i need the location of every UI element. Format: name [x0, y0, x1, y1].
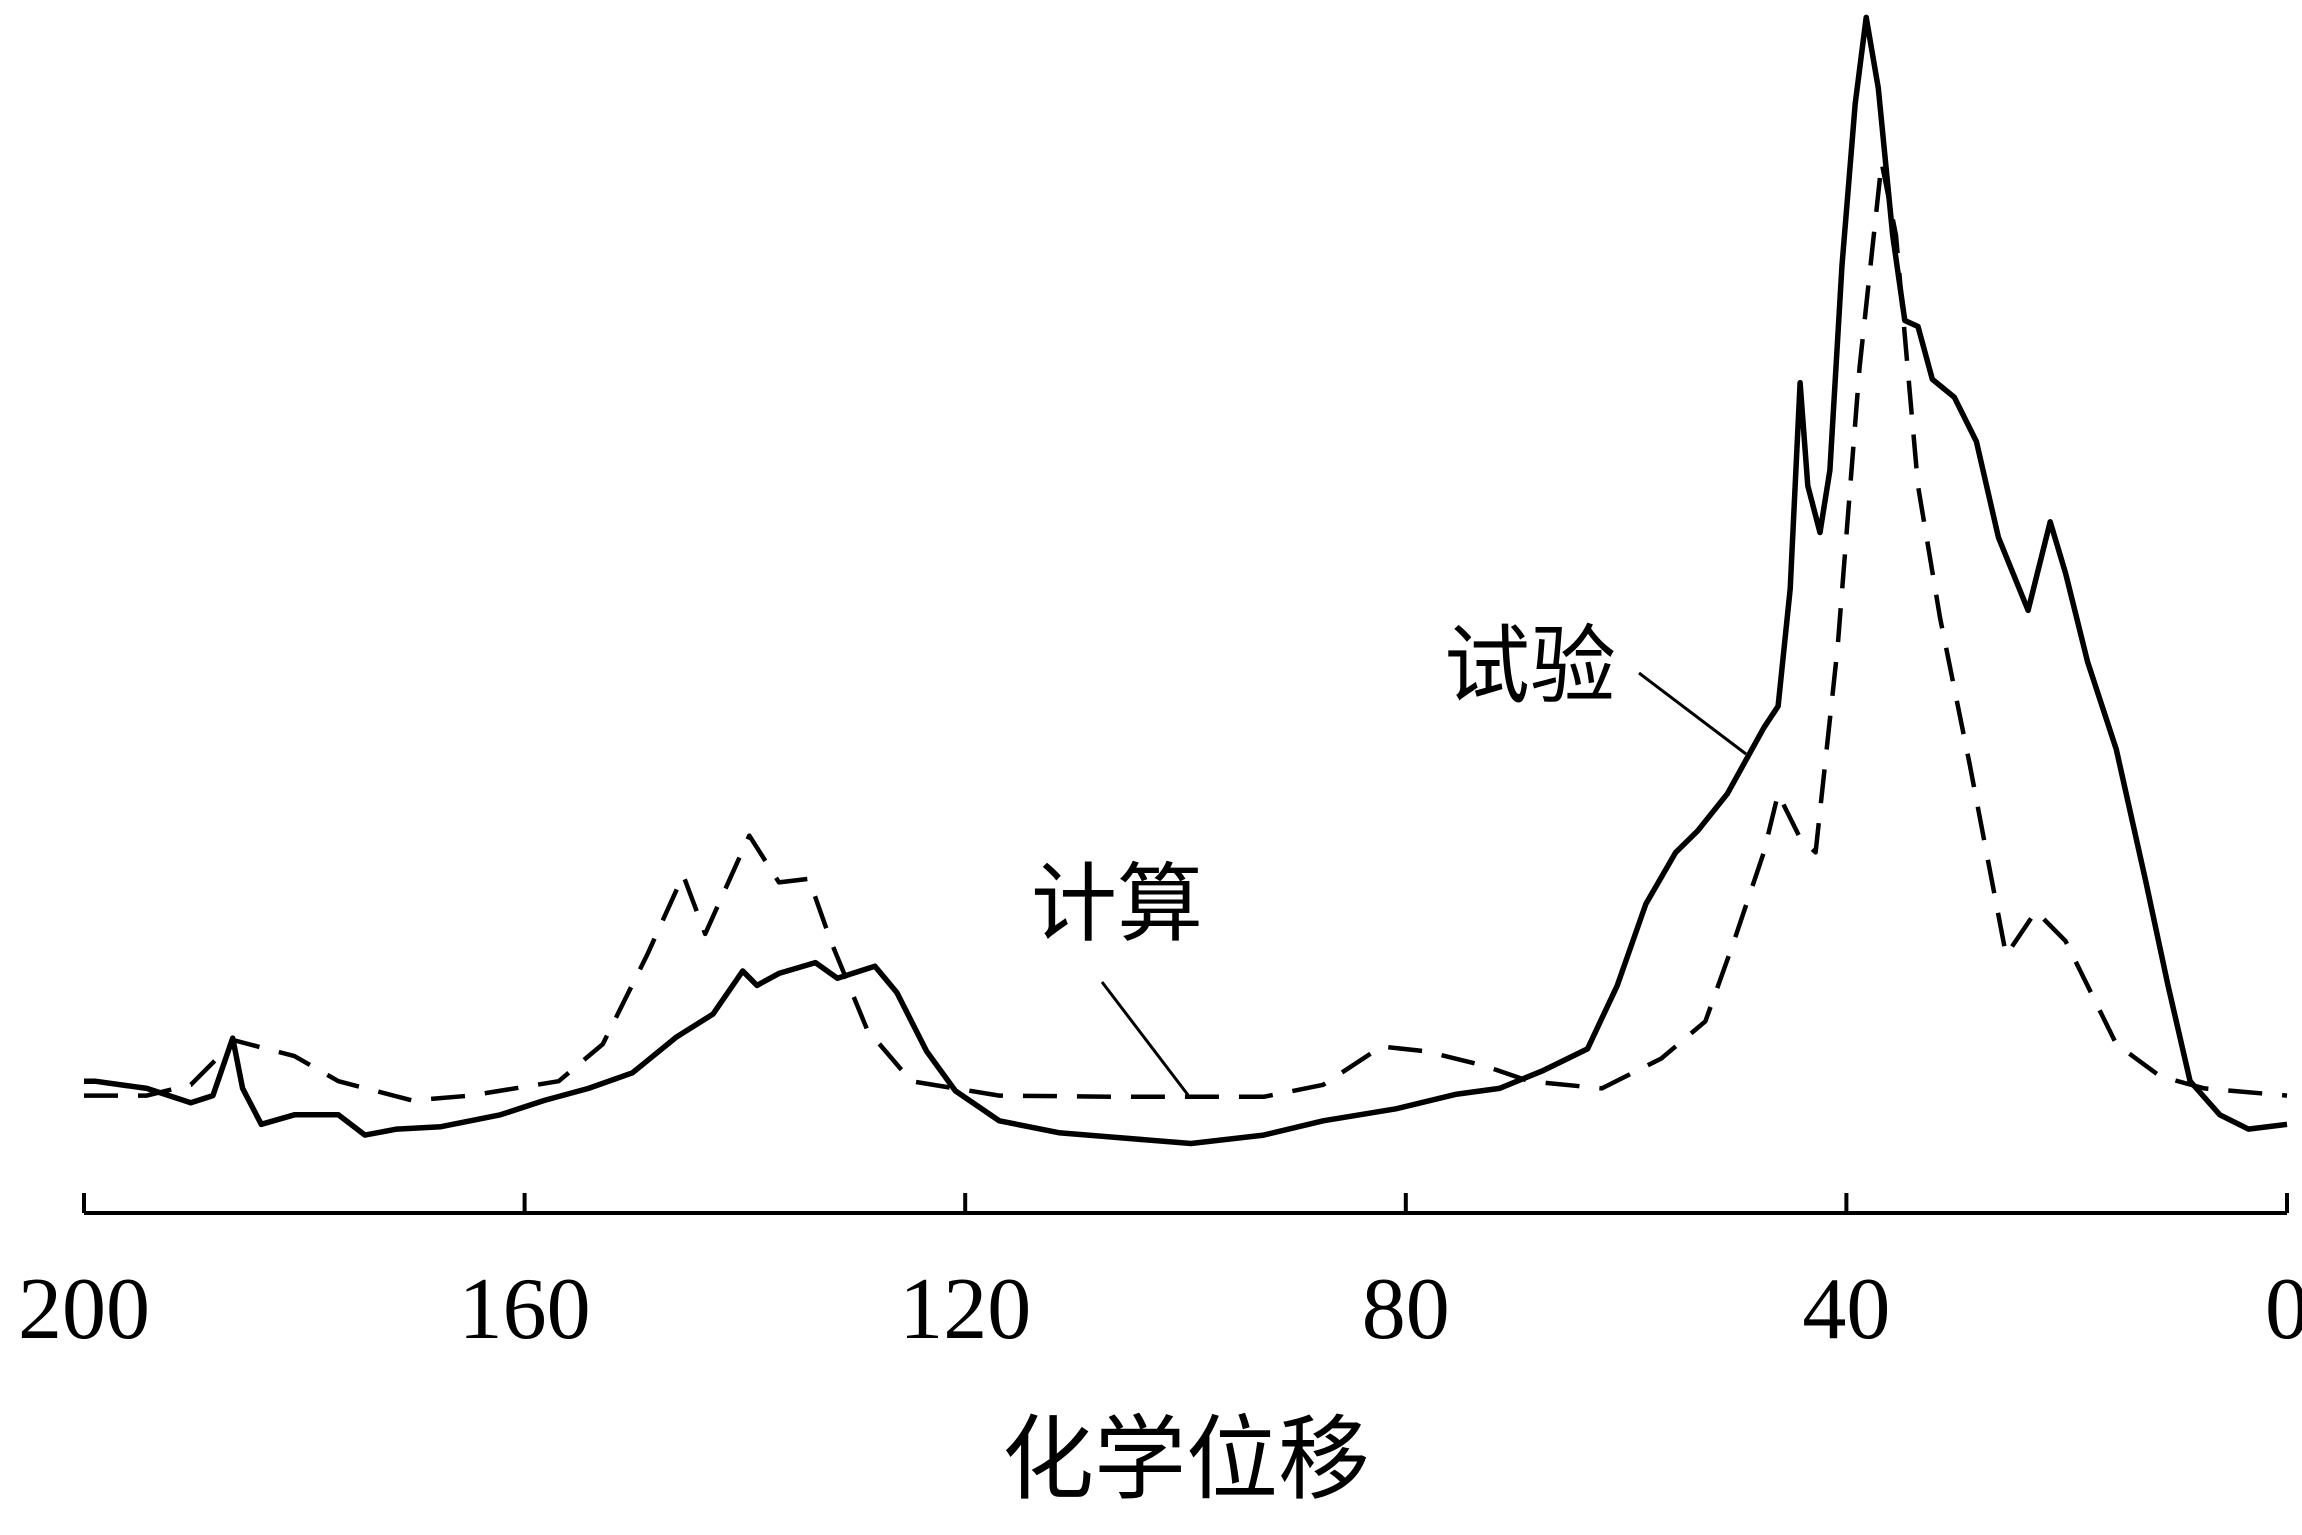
annotation-leader	[1638, 671, 1747, 756]
x-tick-label: 120	[899, 1261, 1031, 1358]
series-annotation: 计算	[1031, 857, 1203, 953]
series-annotation: 试验	[1444, 619, 1616, 715]
annotation-leader	[1100, 981, 1190, 1096]
series-line	[84, 160, 2288, 1103]
series-line	[84, 14, 2288, 1147]
x-tick-label: 160	[459, 1261, 591, 1358]
x-tick-label: 200	[18, 1261, 150, 1358]
x-axis-label: 化学位移	[1002, 1409, 1370, 1511]
x-tick-label: 40	[1802, 1261, 1890, 1358]
x-tick-label: 0	[2265, 1261, 2302, 1358]
x-tick-label: 80	[1362, 1261, 1450, 1358]
